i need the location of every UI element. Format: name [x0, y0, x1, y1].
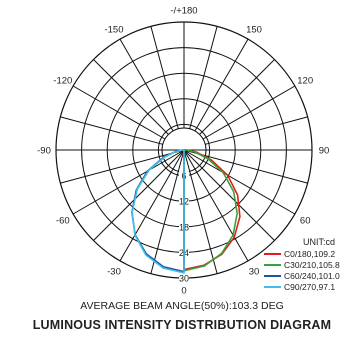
grid-spoke [183, 149, 296, 215]
grid-spoke [183, 149, 249, 262]
angle-label: 30 [249, 267, 260, 278]
angle-label: -60 [56, 216, 70, 227]
grid-spoke [189, 26, 218, 129]
grid-spoke [150, 149, 185, 274]
legend-label: C0/180,109.2 [284, 249, 335, 259]
grid-spoke [183, 149, 218, 274]
grid-spoke [119, 38, 174, 132]
angle-label: -120 [53, 76, 72, 87]
radial-tick-label: 30 [179, 274, 189, 284]
beam-angle-annotation: AVERAGE BEAM ANGLE(50%):103.3 DEG [80, 300, 284, 312]
angle-label: -90 [37, 146, 51, 157]
legend-label: C60/240,101.0 [284, 271, 340, 281]
grid-spoke [194, 38, 249, 132]
grid-spoke [205, 116, 308, 145]
grid-spoke [72, 85, 166, 140]
grid-spoke [202, 85, 296, 140]
intensity-curve-3 [131, 149, 185, 274]
intensity-curve-2 [131, 149, 185, 273]
angle-label: -150 [104, 24, 123, 35]
grid-spoke [72, 149, 185, 215]
angle-label: 60 [300, 216, 311, 227]
chart-title: LUMINOUS INTENSITY DISTRIBUTION DIAGRAM [32, 318, 332, 332]
legend-label: C30/210,105.8 [284, 260, 340, 270]
angle-label: 150 [246, 24, 262, 35]
grid-spoke [183, 149, 275, 241]
angle-label: -/+180 [170, 6, 197, 17]
grid-spoke [119, 149, 185, 262]
intensity-curve-1 [183, 149, 238, 272]
tick-label-bg [179, 273, 189, 283]
angle-label: 0 [181, 286, 186, 297]
angle-label: -30 [107, 267, 121, 278]
unit-label: UNIT:cd [303, 237, 335, 247]
grid-spoke [93, 59, 169, 135]
legend: UNIT:cd C0/180,109.2C30/210,105.8C60/240… [264, 237, 340, 292]
angle-labels: -/+180 -150 150 -120 120 -90 90 -60 60 -30 30 0 [37, 6, 329, 297]
grid-spoke [150, 26, 179, 129]
angle-label: 90 [319, 146, 330, 157]
legend-label: C90/270,97.1 [284, 282, 335, 292]
grid-spoke [60, 116, 163, 145]
angle-label: 120 [297, 76, 313, 87]
grid-spoke [60, 149, 185, 184]
intensity-curves [131, 149, 241, 274]
grid-spoke [199, 59, 275, 135]
grid-spoke [93, 149, 185, 241]
